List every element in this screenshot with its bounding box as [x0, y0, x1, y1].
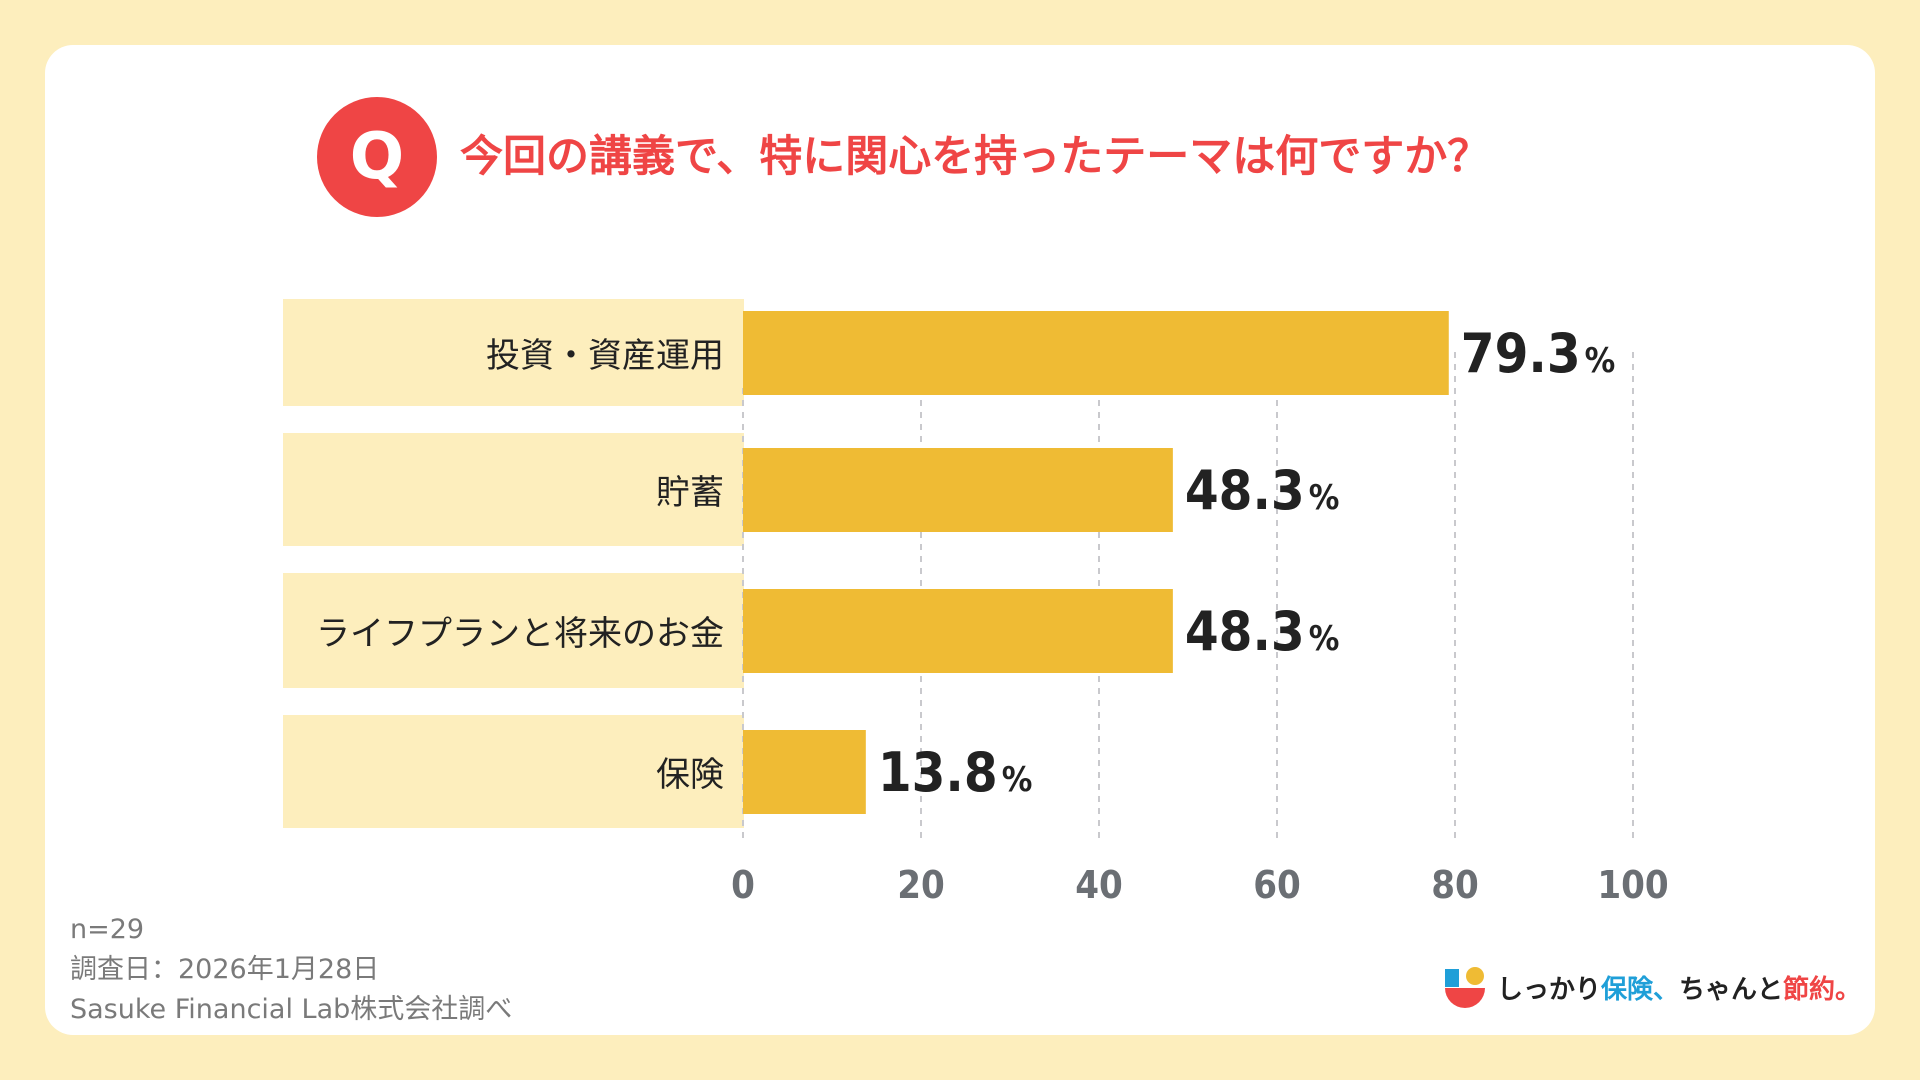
brand-text-4: 節約。: [1783, 974, 1862, 1005]
category-label: 貯蓄: [283, 433, 744, 546]
survey-source: Sasuke Financial Lab株式会社調べ: [70, 994, 513, 1025]
brand-tagline: しっかり 保険、 ちゃんと 節約。: [1445, 966, 1861, 1008]
question-badge: Q: [317, 97, 437, 217]
x-tick-label: 0: [731, 863, 755, 907]
sample-size: n=29: [70, 914, 145, 945]
bar-value-label: 13.8%: [878, 741, 1033, 804]
survey-date: 調査日：2026年1月28日: [70, 954, 380, 985]
x-tick-label: 80: [1431, 863, 1479, 907]
category-label: 保険: [283, 715, 744, 828]
question-title: 今回の講義で、特に関心を持ったテーマは何ですか？: [460, 132, 1491, 182]
bar-value-label: 48.3%: [1185, 459, 1340, 522]
brand-text-3: ちゃんと: [1679, 974, 1784, 1005]
x-tick-label: 100: [1597, 863, 1668, 907]
bar-value-label: 79.3%: [1461, 322, 1616, 385]
bar: [743, 589, 1173, 673]
x-tick-label: 40: [1075, 863, 1123, 907]
x-tick-label: 60: [1253, 863, 1301, 907]
bar: [743, 730, 866, 814]
bar: [743, 311, 1449, 395]
bar-value-label: 48.3%: [1185, 600, 1340, 663]
category-label: ライフプランと将来のお金: [283, 573, 744, 688]
footnote: n=29 調査日：2026年1月28日 Sasuke Financial Lab…: [70, 910, 512, 1030]
bar: [743, 448, 1173, 532]
brand-logo-icon: [1445, 967, 1485, 1008]
brand-text-2: 保険、: [1601, 974, 1680, 1005]
brand-text-1: しっかり: [1497, 974, 1602, 1005]
x-tick-label: 20: [897, 863, 945, 907]
category-label: 投資・資産運用: [283, 299, 744, 406]
